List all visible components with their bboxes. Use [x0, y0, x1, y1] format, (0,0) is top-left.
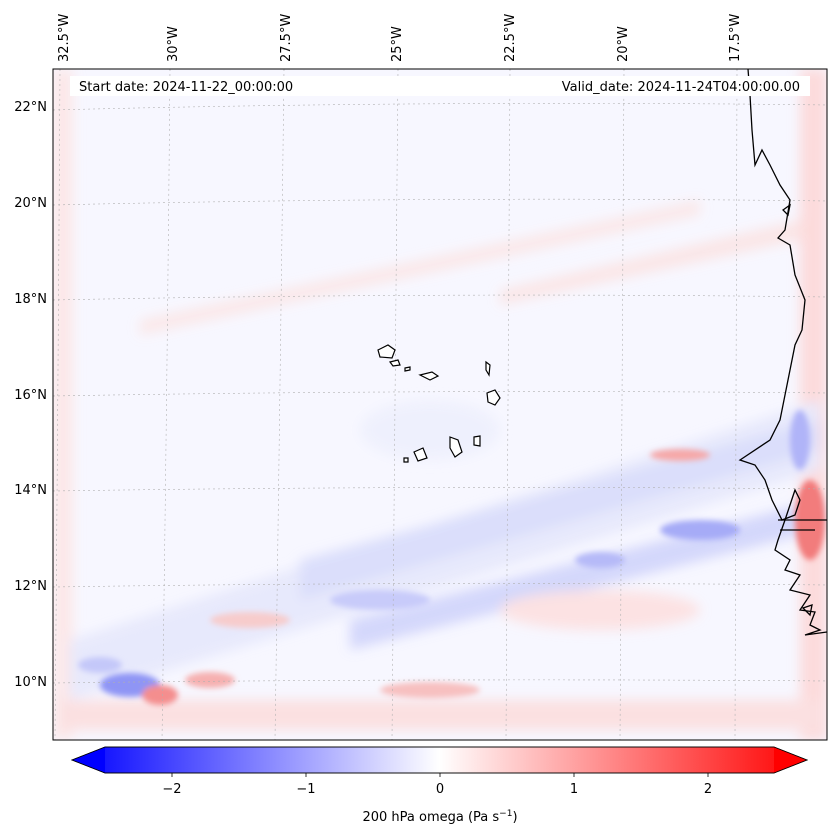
coastline — [738, 69, 827, 636]
colorbar: −2 −1 0 1 2 200 hPa omega (Pa s−1) — [70, 746, 809, 825]
lat-label: 16°N — [14, 388, 47, 403]
lat-label: 14°N — [14, 483, 47, 498]
lat-label: 20°N — [14, 196, 47, 211]
colorbar-tick-label: 2 — [704, 782, 712, 797]
colorbar-tick-label: 0 — [436, 782, 444, 797]
colorbar-title-main: 200 hPa omega (Pa s — [362, 810, 499, 825]
colorbar-tick-label: −2 — [162, 782, 181, 797]
colorbar-ticks — [171, 773, 709, 777]
lon-label: 25°W — [390, 26, 405, 62]
lon-label: 22.5°W — [503, 14, 518, 62]
valid-date-label: Valid_date: 2024-11-24T04:00:00.00 — [562, 80, 800, 95]
latitude-labels: 22°N 20°N 18°N 16°N 14°N 12°N 10°N — [14, 100, 47, 690]
map-frame — [52, 68, 828, 741]
lon-label: 20°W — [616, 26, 631, 62]
cape-verde-islands — [377, 344, 501, 463]
lat-label: 12°N — [14, 579, 47, 594]
lat-label: 22°N — [14, 100, 47, 115]
longitude-labels: 32.5°W 30°W 27.5°W 25°W 22.5°W 20°W 17.5… — [57, 14, 743, 62]
colorbar-title-sup: −1 — [499, 809, 512, 819]
lon-label: 30°W — [166, 26, 181, 62]
colorbar-extend-max — [774, 747, 807, 773]
lat-label: 18°N — [14, 292, 47, 307]
omega-field — [53, 69, 827, 740]
lon-label: 17.5°W — [728, 14, 743, 62]
colorbar-extend-min — [72, 747, 105, 773]
start-date-label: Start date: 2024-11-22_00:00:00 — [79, 80, 293, 95]
lat-label: 10°N — [14, 675, 47, 690]
lon-label: 32.5°W — [57, 14, 72, 62]
header-bar — [70, 76, 810, 96]
colorbar-title-end: ) — [512, 810, 517, 825]
colorbar-tick-label: 1 — [570, 782, 578, 797]
lon-label: 27.5°W — [279, 14, 294, 62]
colorbar-title: 200 hPa omega (Pa s−1) — [362, 809, 517, 825]
colorbar-body — [70, 746, 809, 774]
graticule — [53, 69, 827, 740]
colorbar-tick-label: −1 — [296, 782, 315, 797]
